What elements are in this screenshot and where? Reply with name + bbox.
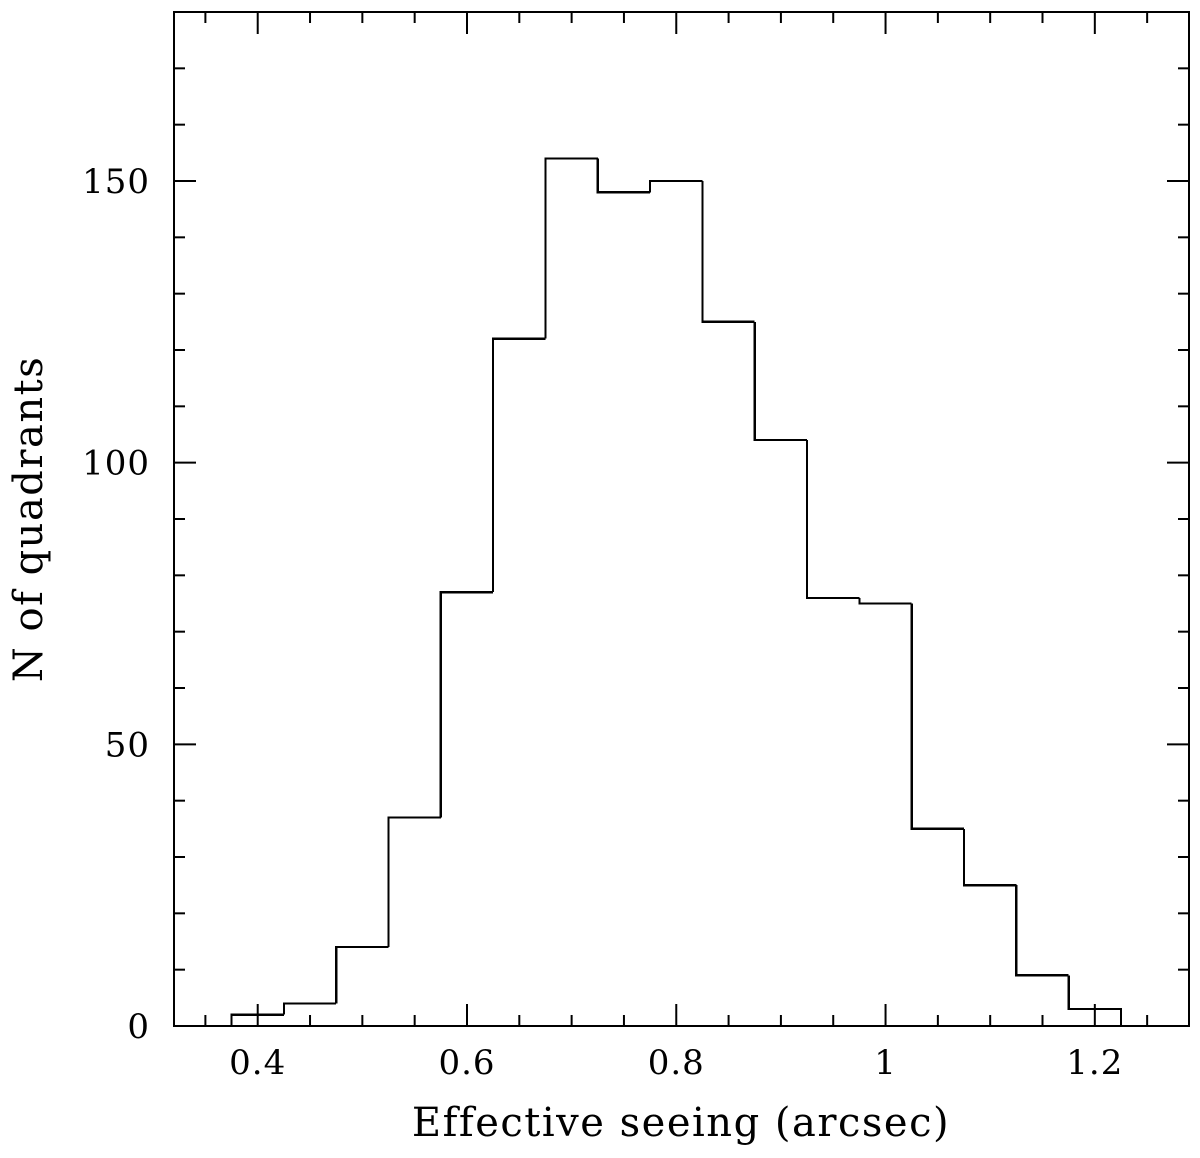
histogram-bin <box>701 181 755 323</box>
histogram-bin <box>282 1002 337 1015</box>
histogram-bin <box>753 321 808 442</box>
histogram-bin <box>387 816 441 948</box>
histogram-bin <box>544 157 598 339</box>
histogram-bin <box>596 158 651 194</box>
histogram-bin <box>1067 975 1123 1026</box>
histogram-bin <box>1015 885 1069 977</box>
histogram-bin <box>492 337 546 593</box>
tick-labels: 0.4 0.6 0.8 1 1.2 0 50 100 150 <box>82 162 1123 1083</box>
y-axis-label: N of quadrants <box>6 356 52 682</box>
histogram-bars <box>230 157 1123 1026</box>
plot-frame <box>173 11 1190 1027</box>
tick-marks <box>174 11 1189 1027</box>
x-tick-label: 0.6 <box>438 1043 495 1083</box>
histogram-bin <box>439 591 494 818</box>
y-tick-label: 150 <box>82 162 150 202</box>
x-tick-label: 1 <box>874 1043 897 1083</box>
histogram-bin <box>910 603 965 830</box>
histogram-bin <box>805 440 860 599</box>
x-tick-label: 0.4 <box>229 1043 286 1083</box>
histogram-bin <box>962 828 1017 887</box>
y-tick-label: 0 <box>127 1007 150 1047</box>
histogram-bin <box>858 597 912 605</box>
x-tick-label: 0.8 <box>648 1043 705 1083</box>
histogram-bin <box>649 179 703 193</box>
x-tick-label: 1.2 <box>1066 1043 1123 1083</box>
y-tick-label: 50 <box>105 725 150 765</box>
x-axis-label: Effective seeing (arcsec) <box>412 1100 950 1146</box>
histogram-bin <box>335 946 389 1004</box>
y-tick-label: 100 <box>82 444 150 484</box>
histogram-bin <box>230 1013 284 1026</box>
